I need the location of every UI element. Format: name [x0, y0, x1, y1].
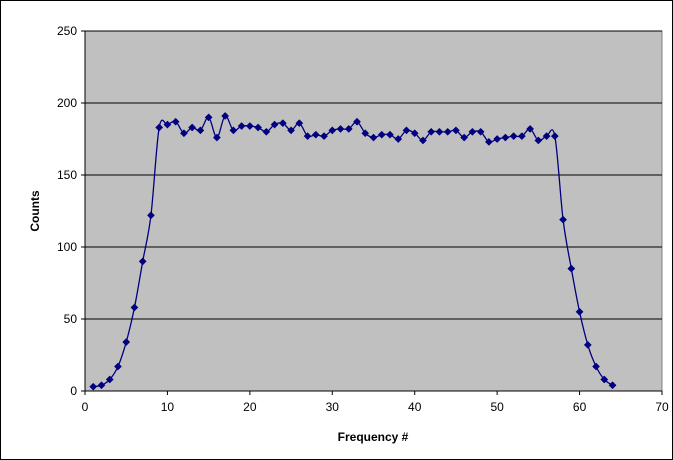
- data-point-marker: [229, 126, 238, 135]
- y-tick-label: 250: [57, 24, 77, 38]
- data-point-marker: [484, 137, 493, 146]
- x-tick-label: 20: [243, 400, 257, 414]
- data-point-marker: [542, 132, 551, 141]
- data-point-marker: [270, 120, 279, 129]
- data-point-marker: [336, 124, 345, 133]
- data-point-marker: [567, 264, 576, 273]
- data-point-marker: [212, 133, 221, 142]
- data-point-marker: [303, 132, 312, 141]
- data-point-marker: [534, 136, 543, 145]
- data-point-marker: [105, 375, 114, 384]
- data-point-marker: [114, 362, 122, 371]
- data-point-marker: [493, 135, 502, 143]
- data-point-marker: [97, 381, 106, 390]
- x-tick-label: 40: [408, 400, 422, 414]
- data-point-marker: [245, 122, 254, 130]
- y-tick-label: 100: [57, 240, 77, 254]
- data-point-marker: [353, 117, 361, 126]
- data-point-marker: [460, 133, 469, 142]
- data-point-marker: [221, 112, 230, 120]
- gridlines: [85, 30, 662, 320]
- data-point-marker: [468, 127, 477, 136]
- data-point-marker: [344, 124, 353, 133]
- data-point-marker: [386, 130, 394, 139]
- data-point-marker: [155, 123, 164, 132]
- plot-area: [84, 30, 663, 392]
- data-point-marker: [204, 113, 213, 122]
- x-tick-label: 50: [490, 400, 504, 414]
- data-point-marker: [122, 338, 131, 346]
- data-point-marker: [89, 382, 98, 391]
- data-point-marker: [559, 215, 568, 224]
- data-point-marker: [443, 127, 452, 136]
- data-point-marker: [262, 127, 271, 136]
- x-tick-label: 60: [573, 400, 587, 414]
- y-axis-title: Counts: [28, 190, 42, 232]
- data-point-marker: [550, 132, 559, 141]
- data-point-marker: [419, 136, 427, 145]
- x-tick-label: 10: [161, 400, 175, 414]
- x-tick-label: 70: [655, 400, 669, 414]
- data-point-marker: [361, 129, 370, 138]
- data-point-marker: [600, 375, 609, 384]
- data-point-marker: [295, 119, 304, 128]
- data-point-marker: [278, 119, 287, 128]
- data-point-marker: [402, 126, 411, 135]
- data-point-marker: [501, 133, 510, 142]
- data-point-marker: [369, 133, 378, 142]
- y-tick-label: 50: [64, 312, 78, 326]
- data-point-marker: [130, 303, 139, 312]
- data-point-marker: [179, 129, 188, 138]
- y-tick-label: 0: [70, 384, 77, 398]
- y-tick-label: 200: [57, 96, 77, 110]
- data-point-marker: [196, 126, 205, 135]
- x-tick-label: 30: [326, 400, 340, 414]
- data-markers: [89, 112, 617, 391]
- data-point-marker: [171, 117, 180, 126]
- x-axis-title: Frequency #: [338, 430, 409, 444]
- data-point-marker: [311, 130, 320, 139]
- x-tick-label: 0: [82, 400, 89, 414]
- data-point-marker: [320, 132, 328, 141]
- data-point-marker: [394, 135, 403, 143]
- data-point-marker: [188, 123, 197, 132]
- data-point-marker: [138, 257, 147, 266]
- data-point-marker: [435, 127, 444, 136]
- data-point-marker: [517, 132, 526, 141]
- series-line: [93, 115, 613, 388]
- data-point-marker: [427, 127, 436, 136]
- data-point-marker: [509, 132, 518, 141]
- axes: 0 50 100 150 200 250 0 10 20 30 40 50 60 70: [57, 24, 669, 414]
- data-point-marker: [146, 211, 155, 220]
- y-tick-label: 150: [57, 168, 77, 182]
- data-point-marker: [237, 122, 246, 130]
- data-point-marker: [377, 130, 386, 139]
- data-point-marker: [575, 307, 584, 316]
- data-point-marker: [583, 340, 592, 349]
- data-point-marker: [328, 126, 337, 135]
- data-point-marker: [254, 123, 263, 132]
- data-point-marker: [476, 127, 485, 136]
- data-point-marker: [592, 362, 601, 371]
- data-point-marker: [410, 129, 419, 138]
- data-point-marker: [608, 381, 617, 390]
- data-point-marker: [526, 124, 535, 133]
- data-point-marker: [451, 126, 460, 135]
- data-point-marker: [287, 126, 296, 135]
- series-path: [93, 115, 613, 388]
- data-point-marker: [163, 120, 172, 129]
